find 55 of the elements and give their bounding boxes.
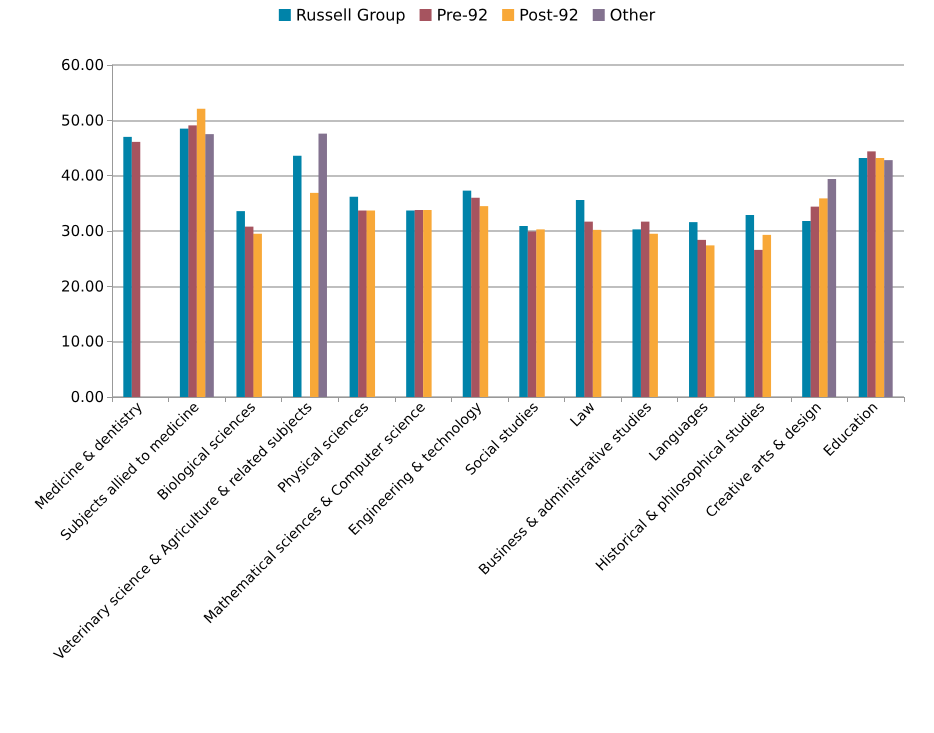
bar: [414, 210, 424, 397]
bar: [592, 230, 602, 397]
bar: [480, 206, 488, 397]
y-tick-label: 50.00: [61, 111, 104, 130]
legend-label: Other: [610, 6, 656, 24]
bar: [802, 221, 811, 397]
y-tick-label: 30.00: [61, 222, 104, 240]
bar: [358, 210, 367, 397]
bar: [519, 226, 528, 397]
bar: [293, 156, 302, 397]
bar: [706, 245, 714, 397]
bar: [819, 198, 828, 397]
y-tick-label: 20.00: [61, 277, 104, 296]
bar: [876, 158, 884, 397]
bar: [462, 190, 472, 397]
legend-label: Post-92: [519, 6, 579, 24]
bar: [528, 232, 536, 397]
bar: [253, 234, 262, 397]
y-tick-label: 0.00: [70, 388, 104, 406]
bar: [471, 198, 480, 397]
bar: [132, 142, 140, 397]
bar: [196, 108, 206, 397]
bar: [754, 250, 763, 397]
bar: [188, 125, 197, 397]
bar: [584, 222, 593, 397]
bar: [536, 229, 545, 397]
bar: [858, 158, 868, 397]
bar: [698, 240, 706, 397]
bar: [236, 211, 245, 397]
y-tick-label: 60.00: [61, 56, 104, 74]
bar: [828, 178, 836, 397]
y-tick-label: 10.00: [61, 332, 104, 351]
y-tick-label: 40.00: [61, 166, 104, 185]
bar: [406, 210, 415, 397]
legend-label: Pre-92: [436, 6, 488, 24]
bar: [689, 222, 698, 397]
bar: [310, 192, 318, 397]
bar: [649, 234, 658, 397]
bar: [576, 200, 584, 397]
bar: [123, 136, 132, 397]
bar: [205, 134, 214, 397]
bar: [632, 229, 641, 397]
bar: [640, 222, 650, 397]
bar: [423, 210, 432, 397]
bar: [244, 226, 254, 397]
bar: [746, 214, 754, 397]
legend-label: Russell Group: [296, 6, 406, 24]
bar: [884, 160, 893, 397]
bar: [867, 151, 876, 397]
bar: [810, 206, 820, 397]
bar: [318, 134, 327, 397]
bar: [180, 128, 188, 397]
bar: [762, 234, 772, 397]
bar: [350, 196, 358, 397]
bar: [366, 210, 376, 397]
